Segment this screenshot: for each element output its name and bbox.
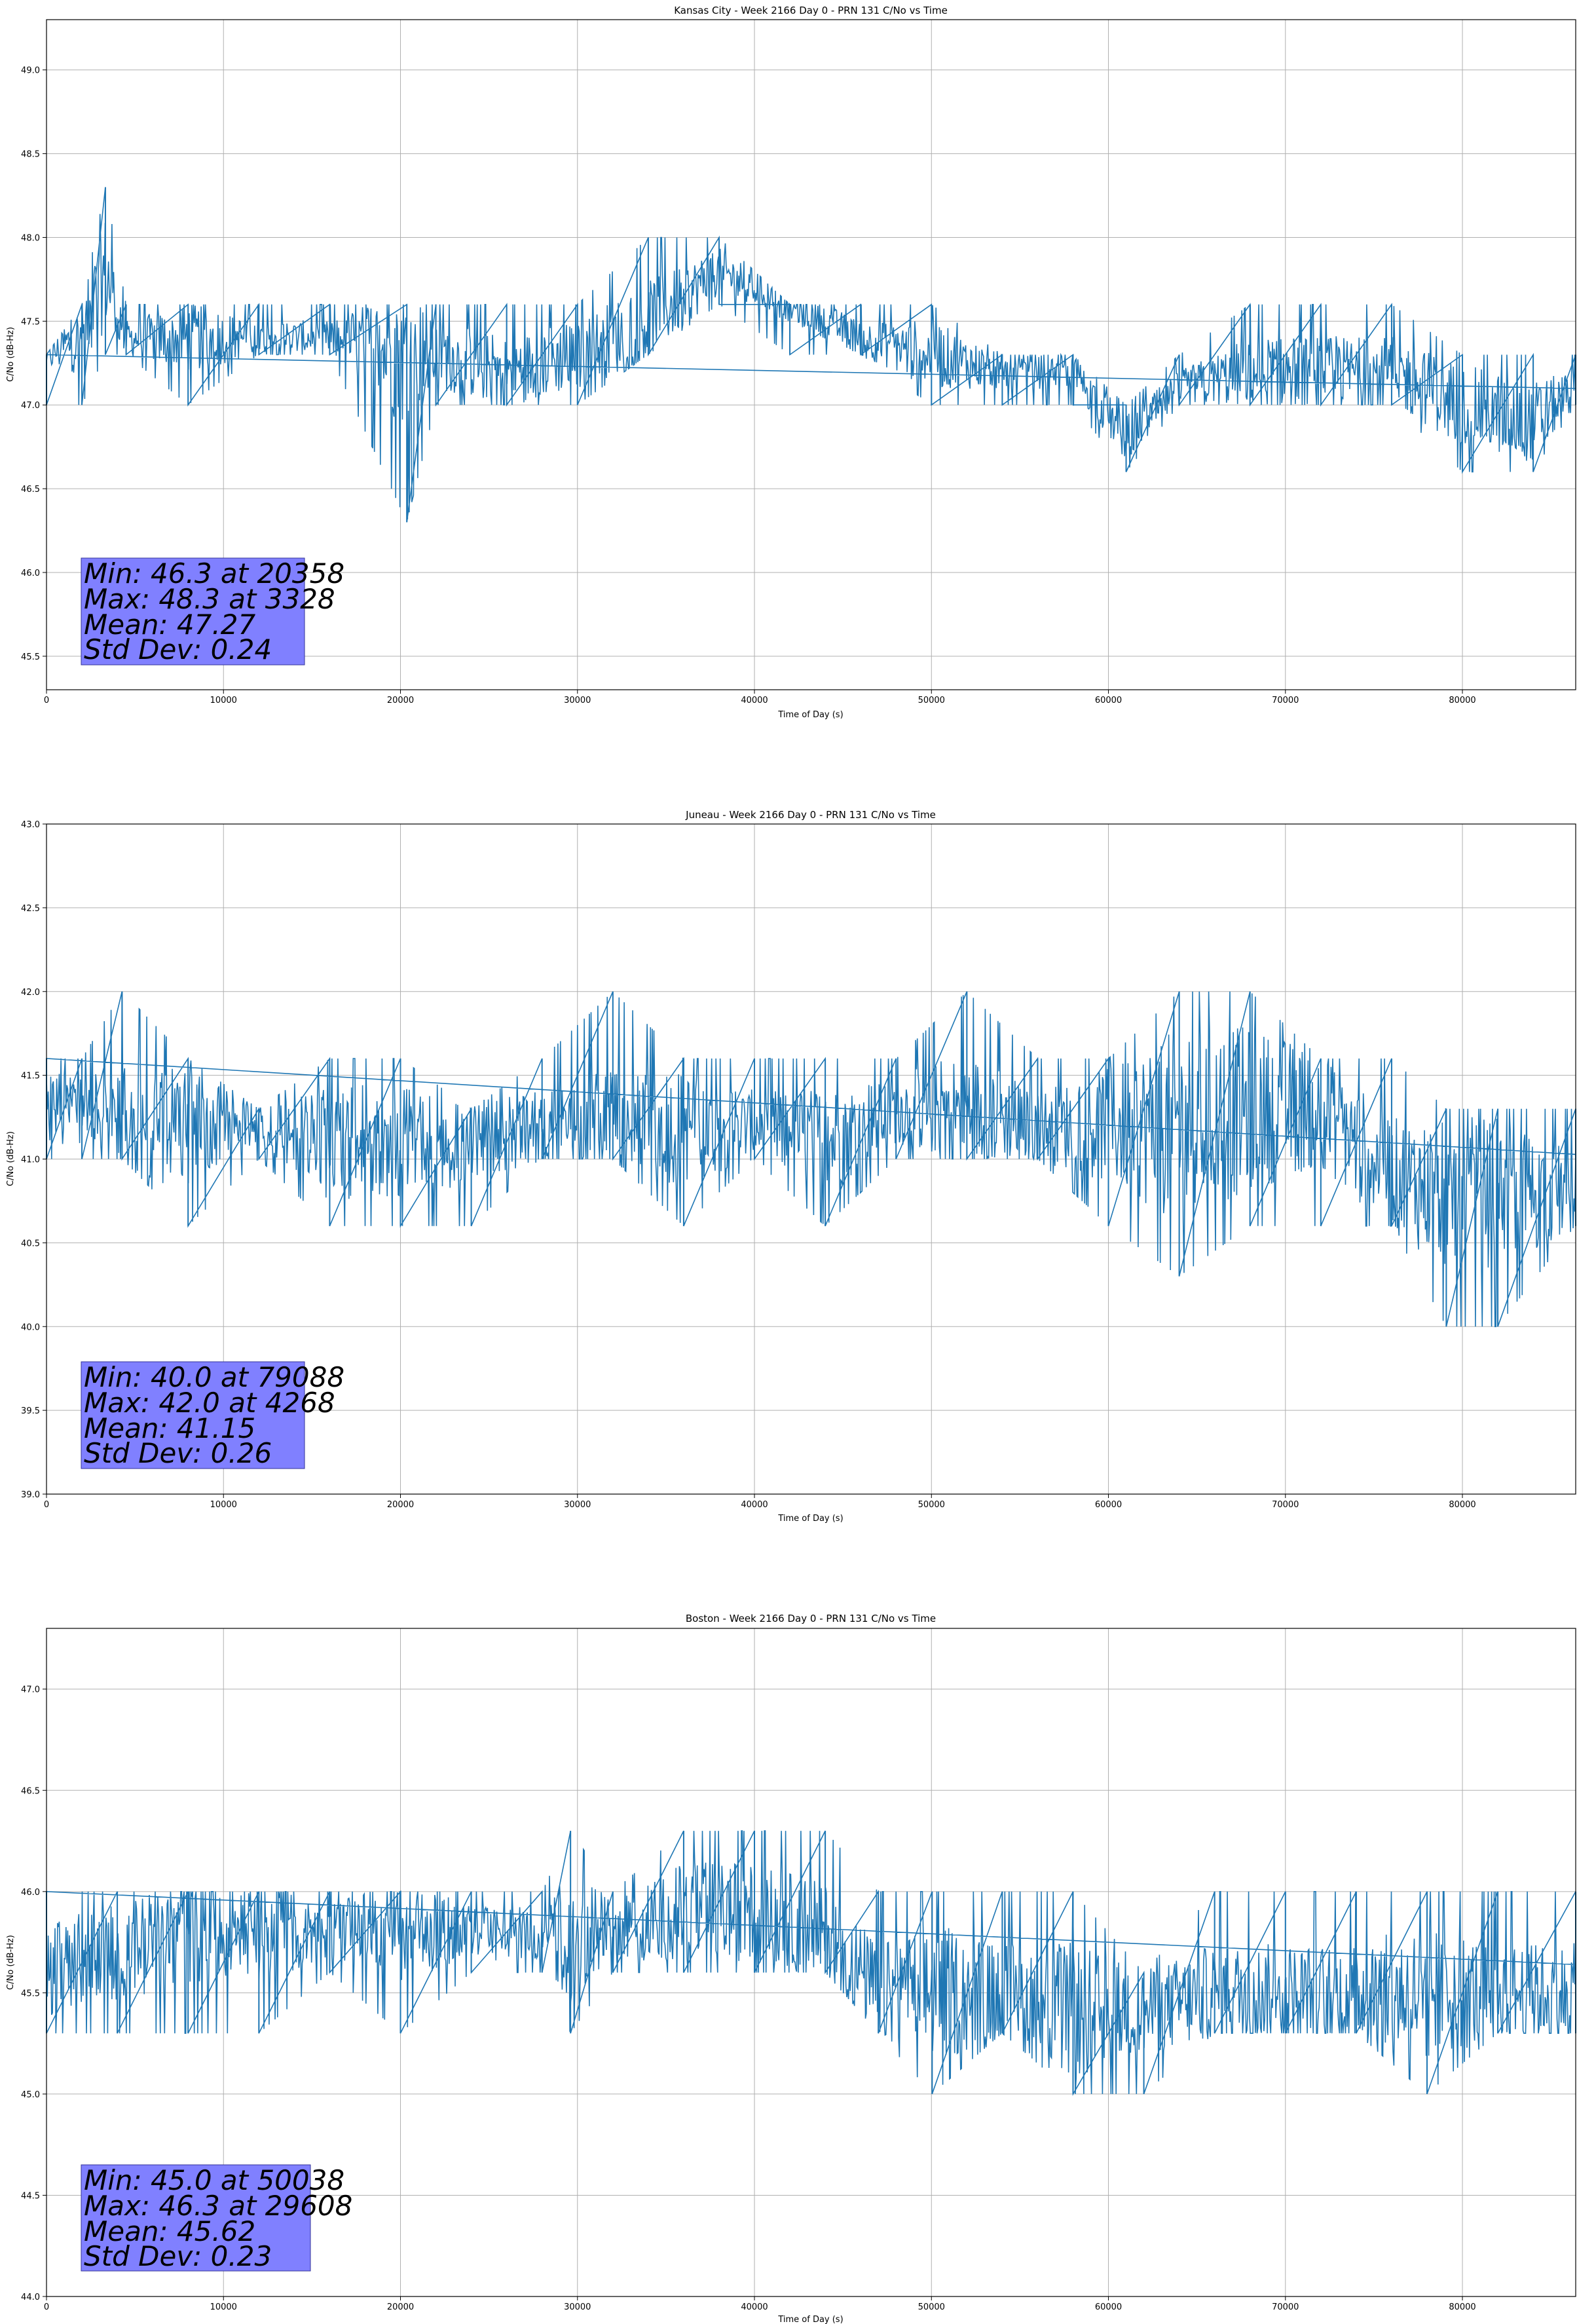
x-tick-label: 10000 bbox=[210, 696, 237, 705]
stat-min: Min: 40.0 at 79088 bbox=[84, 1361, 344, 1393]
stat-mean: Mean: 45.62 bbox=[84, 2215, 255, 2247]
x-tick-label: 0 bbox=[44, 1500, 49, 1510]
x-tick-label: 50000 bbox=[918, 696, 945, 705]
y-tick-label: 39.0 bbox=[21, 1490, 40, 1500]
x-tick-label: 0 bbox=[44, 696, 49, 705]
x-tick-label: 80000 bbox=[1449, 696, 1475, 705]
x-tick-label: 40000 bbox=[741, 2302, 768, 2312]
y-tick-label: 46.5 bbox=[21, 485, 40, 495]
x-tick-label: 40000 bbox=[741, 696, 768, 705]
y-axis-label: C/No (dB-Hz) bbox=[6, 327, 16, 382]
y-tick-label: 49.0 bbox=[21, 66, 40, 76]
y-tick-label: 42.5 bbox=[21, 904, 40, 914]
y-tick-label: 46.0 bbox=[21, 569, 40, 578]
x-tick-label: 70000 bbox=[1272, 2302, 1299, 2312]
y-tick-label: 41.0 bbox=[21, 1155, 40, 1165]
stat-min: Min: 46.3 at 20358 bbox=[84, 557, 344, 590]
y-tick-label: 47.0 bbox=[21, 1685, 40, 1695]
y-axis-label: C/No (dB-Hz) bbox=[6, 1935, 16, 1990]
x-tick-label: 20000 bbox=[387, 2302, 414, 2312]
y-tick-label: 44.5 bbox=[21, 2191, 40, 2201]
stat-std: Std Dev: 0.26 bbox=[84, 1437, 272, 1469]
x-tick-label: 40000 bbox=[741, 1500, 768, 1510]
series-line bbox=[46, 1830, 1576, 2096]
x-axis-label: Time of Day (s) bbox=[777, 710, 843, 720]
series-line bbox=[46, 991, 1576, 1328]
x-tick-label: 60000 bbox=[1095, 2302, 1122, 2312]
panel-juneau: Juneau - Week 2166 Day 0 - PRN 131 C/No … bbox=[6, 809, 1576, 1524]
x-tick-label: 60000 bbox=[1095, 696, 1122, 705]
stat-std: Std Dev: 0.23 bbox=[84, 2240, 272, 2272]
y-tick-label: 42.0 bbox=[21, 988, 40, 998]
stats-box: Min: 46.3 at 20358 Max: 48.3 at 3328 Mea… bbox=[81, 557, 344, 665]
x-tick-label: 50000 bbox=[918, 2302, 945, 2312]
chart-title: Boston - Week 2166 Day 0 - PRN 131 C/No … bbox=[686, 1613, 936, 1624]
y-tick-label: 39.5 bbox=[21, 1406, 40, 1416]
x-tick-label: 30000 bbox=[564, 2302, 591, 2312]
stats-box: Min: 40.0 at 79088 Max: 42.0 at 4268 Mea… bbox=[81, 1361, 344, 1469]
x-tick-label: 70000 bbox=[1272, 1500, 1299, 1510]
x-tick-label: 20000 bbox=[387, 1500, 414, 1510]
x-tick-label: 30000 bbox=[564, 1500, 591, 1510]
stat-max: Max: 42.0 at 4268 bbox=[84, 1387, 335, 1419]
chart-title: Juneau - Week 2166 Day 0 - PRN 131 C/No … bbox=[685, 809, 936, 821]
x-tick-label: 10000 bbox=[210, 1500, 237, 1510]
stat-mean: Mean: 47.27 bbox=[84, 609, 255, 641]
axes-frame bbox=[46, 1628, 1576, 2297]
chart-title: Kansas City - Week 2166 Day 0 - PRN 131 … bbox=[674, 5, 948, 16]
panel-kansas-city: Kansas City - Week 2166 Day 0 - PRN 131 … bbox=[6, 5, 1576, 720]
y-tick-label: 44.0 bbox=[21, 2293, 40, 2302]
y-tick-label: 45.5 bbox=[21, 652, 40, 662]
x-tick-label: 70000 bbox=[1272, 696, 1299, 705]
x-tick-label: 50000 bbox=[918, 1500, 945, 1510]
x-axis-label: Time of Day (s) bbox=[777, 2315, 843, 2324]
stat-max: Max: 48.3 at 3328 bbox=[84, 583, 335, 615]
y-tick-label: 46.5 bbox=[21, 1786, 40, 1796]
x-tick-label: 80000 bbox=[1449, 1500, 1475, 1510]
x-tick-label: 0 bbox=[44, 2302, 49, 2312]
stat-min: Min: 45.0 at 50038 bbox=[84, 2164, 344, 2196]
series-line bbox=[46, 187, 1576, 523]
y-tick-label: 46.0 bbox=[21, 1888, 40, 1898]
axes-frame bbox=[46, 19, 1576, 690]
y-tick-label: 43.0 bbox=[21, 820, 40, 830]
x-tick-label: 30000 bbox=[564, 696, 591, 705]
y-tick-label: 48.0 bbox=[21, 233, 40, 243]
y-tick-label: 45.0 bbox=[21, 2090, 40, 2100]
y-tick-label: 47.0 bbox=[21, 401, 40, 411]
y-tick-label: 40.5 bbox=[21, 1239, 40, 1248]
stat-mean: Mean: 41.15 bbox=[84, 1412, 255, 1444]
y-tick-label: 45.5 bbox=[21, 1989, 40, 1998]
x-tick-label: 10000 bbox=[210, 2302, 237, 2312]
y-tick-label: 41.5 bbox=[21, 1072, 40, 1081]
y-tick-label: 40.0 bbox=[21, 1322, 40, 1332]
panel-boston: Boston - Week 2166 Day 0 - PRN 131 C/No … bbox=[6, 1613, 1576, 2324]
x-tick-label: 20000 bbox=[387, 696, 414, 705]
y-tick-label: 47.5 bbox=[21, 317, 40, 327]
stats-box: Min: 45.0 at 50038 Max: 46.3 at 29608 Me… bbox=[81, 2164, 352, 2272]
x-tick-label: 80000 bbox=[1449, 2302, 1475, 2312]
x-axis-label: Time of Day (s) bbox=[777, 1514, 843, 1524]
y-axis-label: C/No (dB-Hz) bbox=[6, 1131, 16, 1186]
stat-max: Max: 46.3 at 29608 bbox=[84, 2190, 352, 2222]
stat-std: Std Dev: 0.24 bbox=[84, 633, 272, 665]
x-tick-label: 60000 bbox=[1095, 1500, 1122, 1510]
y-tick-label: 48.5 bbox=[21, 150, 40, 160]
